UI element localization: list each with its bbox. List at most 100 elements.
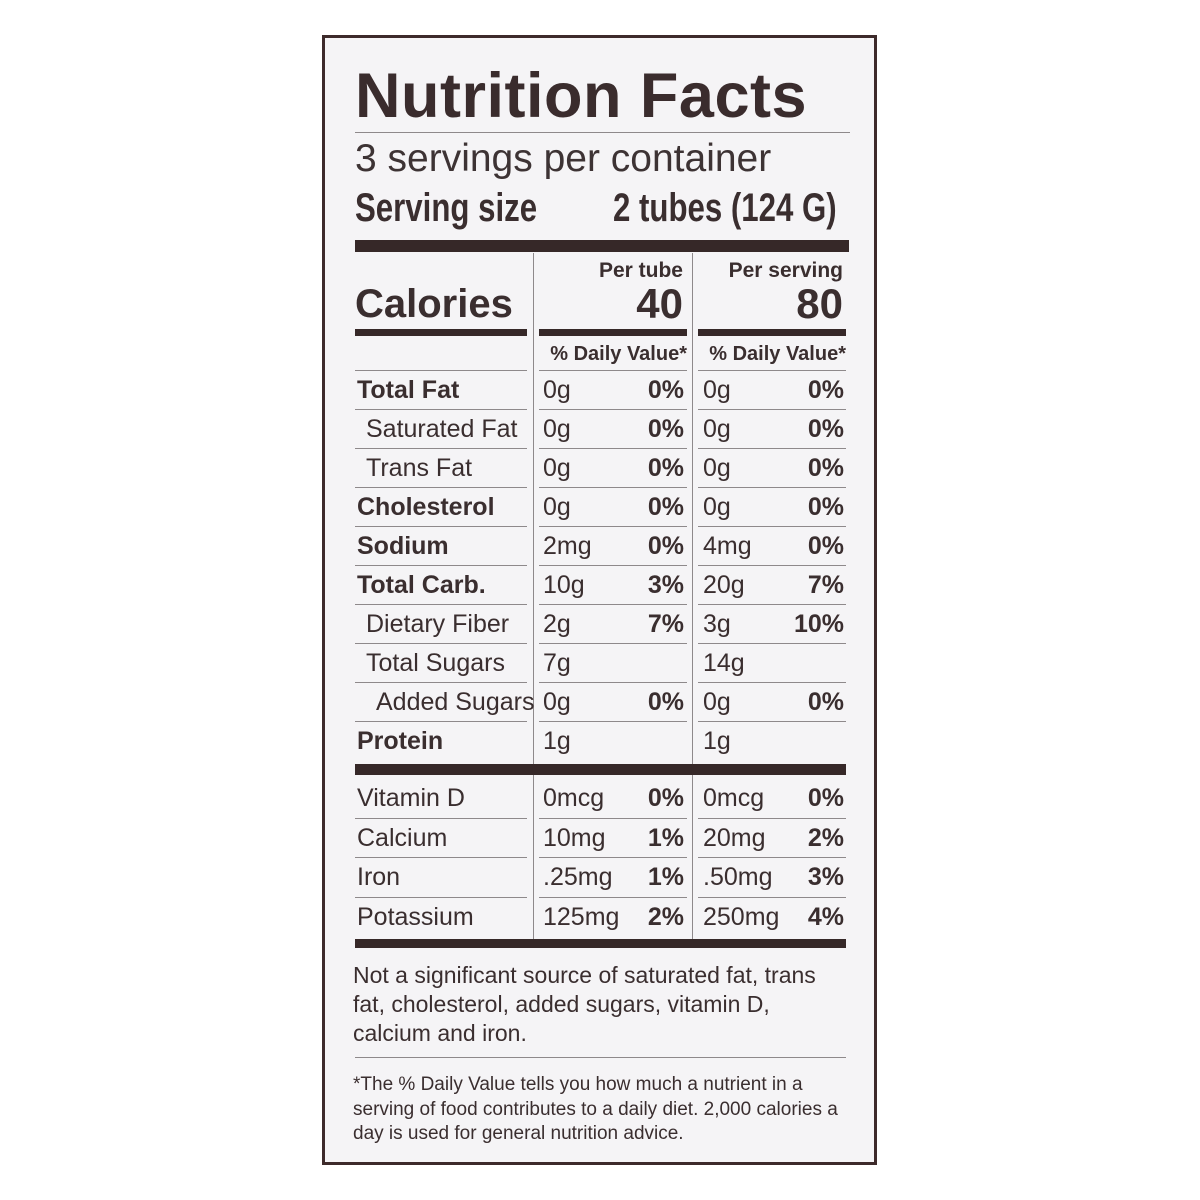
nutrient-row: Trans Fat 0g 0g 0% 0% <box>325 449 874 488</box>
divider <box>539 409 687 410</box>
percent-daily-value: 0% <box>647 454 684 482</box>
percent-daily-value: 0% <box>807 532 844 560</box>
percent-daily-value: 0% <box>647 376 684 404</box>
percent-daily-value: 2% <box>807 823 844 852</box>
divider <box>355 487 527 488</box>
percent-daily-value: 7% <box>647 610 684 638</box>
amount: .25mg <box>543 863 613 891</box>
nutrient-name: Protein <box>357 727 444 755</box>
nutrient-name: Saturated Fat <box>366 415 518 443</box>
divider <box>539 643 687 644</box>
percent-daily-value: 0% <box>647 532 684 560</box>
nutrient-row: Added Sugars 0g 0g 0% 0% <box>325 683 874 722</box>
amount: 0mcg <box>703 784 765 812</box>
amount: 10mg <box>543 823 606 852</box>
divider <box>355 565 527 566</box>
amount: 250mg <box>703 902 780 931</box>
percent-daily-value: 2% <box>647 902 684 931</box>
servings-per-container: 3 servings per container <box>355 137 772 180</box>
divider <box>539 526 687 527</box>
serving-size-value: 2 tubes (124 G) <box>613 186 837 230</box>
amount: 1g <box>543 727 571 755</box>
divider <box>355 817 527 819</box>
nutrient-name: Iron <box>357 863 401 891</box>
serving-size-label: Serving size <box>355 186 538 230</box>
nutrient-name: Cholesterol <box>357 493 495 521</box>
divider <box>355 448 527 449</box>
thick-divider <box>355 329 527 336</box>
amount: 0g <box>703 493 731 521</box>
divider <box>539 857 687 858</box>
divider <box>539 721 687 722</box>
nutrient-name: Trans Fat <box>366 454 473 482</box>
divider <box>355 721 527 722</box>
amount: 4mg <box>703 532 752 560</box>
divider <box>698 643 846 644</box>
amount: .50mg <box>703 863 773 891</box>
amount: 10g <box>543 571 585 599</box>
nutrient-name: Total Sugars <box>366 649 505 677</box>
thick-divider <box>698 329 846 336</box>
calories-label: Calories <box>355 282 513 326</box>
label-title: Nutrition Facts <box>355 61 808 131</box>
percent-daily-value: 0% <box>647 784 684 812</box>
amount: 14g <box>703 649 745 677</box>
amount: 0g <box>543 454 571 482</box>
divider <box>355 643 527 644</box>
amount: 20g <box>703 571 745 599</box>
divider <box>539 565 687 566</box>
percent-daily-value: 0% <box>807 784 844 812</box>
divider <box>698 565 846 566</box>
amount: 0g <box>703 454 731 482</box>
divider <box>698 409 846 410</box>
amount: 0g <box>543 415 571 443</box>
daily-value-header: % Daily Value* <box>709 343 846 365</box>
calories-per-serving: 80 <box>796 280 843 327</box>
amount: 1g <box>703 727 731 755</box>
nutrient-row: Sodium 2mg 4mg 0% 0% <box>325 527 874 566</box>
percent-daily-value: 0% <box>807 688 844 716</box>
amount: 0g <box>703 415 731 443</box>
per-tube-header: Per tube <box>598 259 683 282</box>
daily-value-footnote: *The % Daily Value tells you how much a … <box>353 1074 838 1144</box>
percent-daily-value: 0% <box>807 415 844 443</box>
nutrient-row: Iron .25mg .50mg 1% 3% <box>325 858 874 898</box>
nutrient-row: Dietary Fiber 2g 3g 7% 10% <box>325 605 874 644</box>
divider <box>355 1057 846 1058</box>
divider <box>355 604 527 605</box>
amount: 0g <box>543 376 571 404</box>
divider <box>698 857 846 858</box>
per-serving-header: Per serving <box>728 259 843 282</box>
thick-divider <box>355 240 849 252</box>
divider <box>698 604 846 605</box>
nutrient-row: Total Carb. 10g 20g 3% 7% <box>325 566 874 605</box>
divider <box>698 487 846 488</box>
nutrient-row: Potassium 125mg 250mg 2% 4% <box>325 898 874 938</box>
nutrient-row: Total Sugars 7g 14g <box>325 644 874 683</box>
thick-divider <box>355 764 846 775</box>
divider <box>539 682 687 683</box>
nutrient-name: Dietary Fiber <box>366 610 510 638</box>
column-divider <box>692 253 693 941</box>
divider <box>355 896 527 898</box>
divider <box>698 896 846 898</box>
divider <box>355 857 527 858</box>
percent-daily-value: 0% <box>647 688 684 716</box>
percent-daily-value: 1% <box>647 823 684 852</box>
thick-divider <box>539 329 687 336</box>
nutrient-name: Potassium <box>357 902 474 931</box>
percent-daily-value: 7% <box>807 571 844 599</box>
divider <box>698 817 846 819</box>
nutrient-row: Calcium 10mg 20mg 1% 2% <box>325 819 874 858</box>
divider <box>698 448 846 449</box>
divider <box>698 721 846 722</box>
amount: 0g <box>543 688 571 716</box>
amount: 0mcg <box>543 784 605 812</box>
nutrition-facts-panel: Nutrition Facts 3 servings per container… <box>322 35 877 1165</box>
amount: 2g <box>543 610 571 638</box>
nutrient-name: Calcium <box>357 823 448 852</box>
nutrient-name: Vitamin D <box>357 784 465 812</box>
amount: 0g <box>703 376 731 404</box>
nutrient-name: Total Fat <box>357 376 460 404</box>
amount: 3g <box>703 610 731 638</box>
